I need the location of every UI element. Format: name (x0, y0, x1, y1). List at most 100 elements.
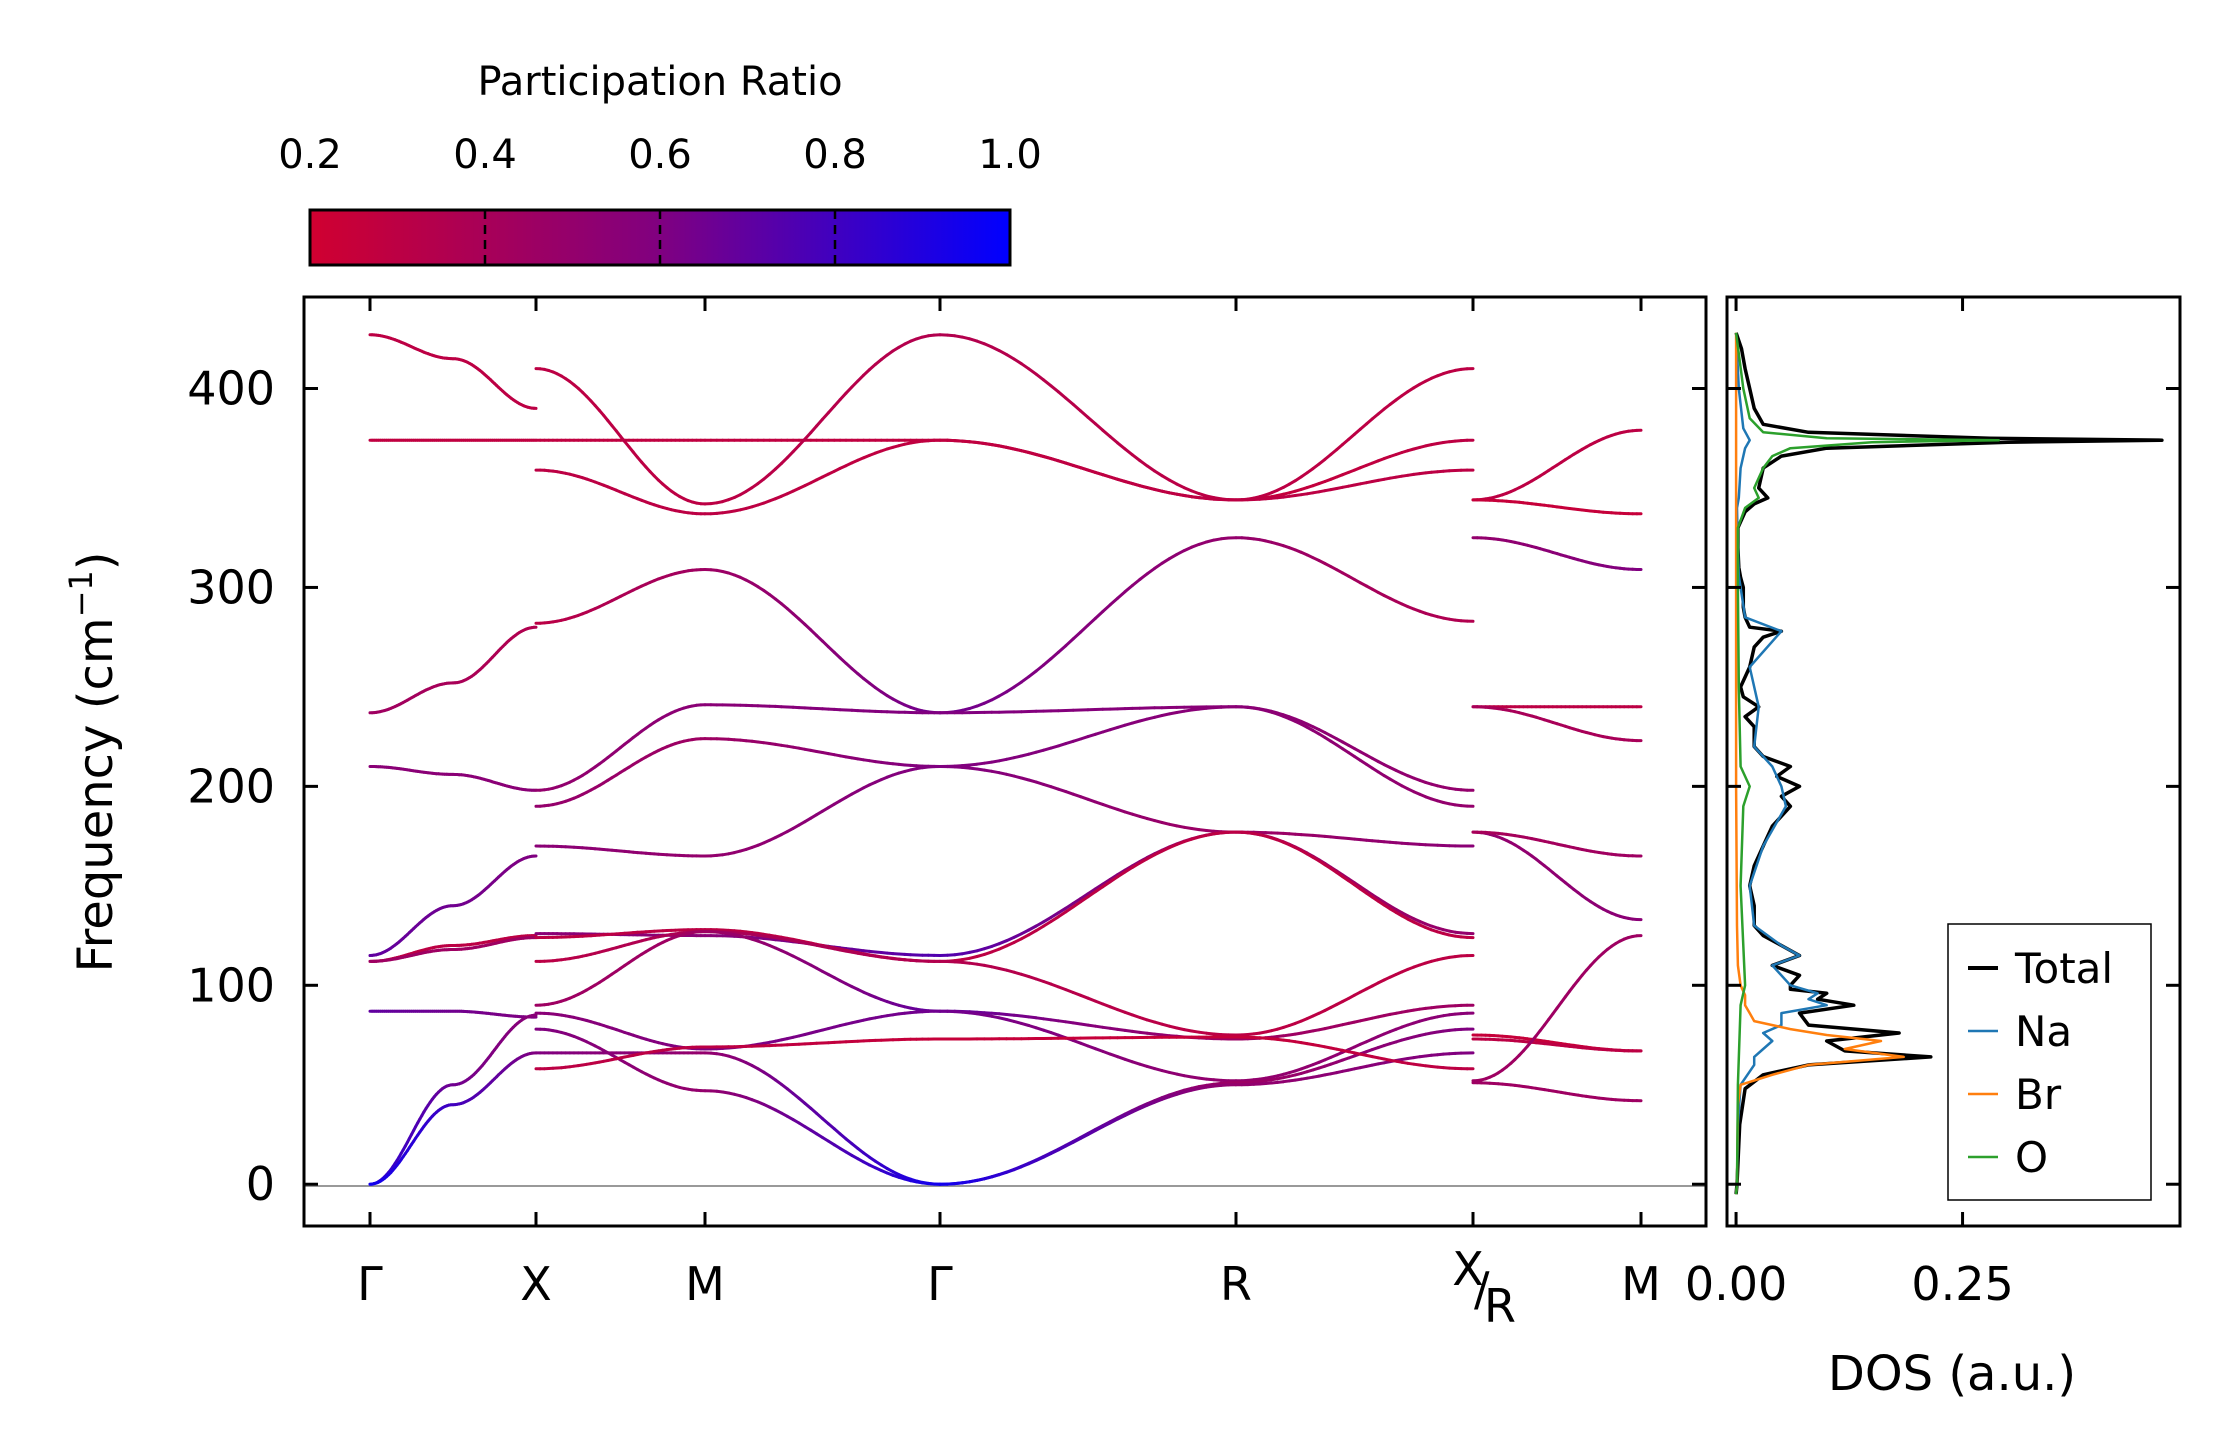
dos-panel: 0.00 0.25 DOS (a.u.) Total Na Br O (1685, 295, 2182, 1402)
band-line (368, 936, 538, 963)
band-segment (1056, 644, 1068, 654)
band-line (534, 703, 1475, 792)
legend-item: Br (1968, 1070, 2062, 1119)
x-tick-label-slash: / (1474, 1262, 1490, 1316)
band-segment (1116, 441, 1127, 451)
dos-curve-o (1734, 332, 2001, 1195)
legend-label: O (2015, 1133, 2048, 1182)
band-line (1471, 830, 1643, 858)
band-segment (1108, 435, 1120, 445)
band-segment (1049, 384, 1060, 394)
y-tick-label: 300 (187, 560, 275, 614)
band-segment (1116, 590, 1127, 600)
band-segment (1130, 578, 1142, 587)
band-segment (1042, 378, 1053, 388)
band-line (534, 705, 1475, 808)
band-line (534, 930, 1475, 1041)
band-segment (1034, 663, 1046, 673)
band-segment (1138, 459, 1149, 468)
band-segment (1019, 675, 1031, 684)
band-segment (1064, 396, 1075, 406)
band-segment (1101, 428, 1112, 439)
dos-axes-frame (1725, 295, 2182, 1228)
x-tick-label-r-part: R (1484, 1279, 1516, 1333)
band-segment (1071, 630, 1083, 641)
y-tick-label: 0 (246, 1157, 275, 1211)
colorbar-ticks: 0.2 0.4 0.6 0.8 1.0 (278, 132, 1042, 265)
legend-label: Na (2015, 1007, 2072, 1056)
band-line (534, 930, 1475, 1037)
band-segment (1064, 637, 1075, 648)
x-tick-label: R (1220, 1257, 1252, 1311)
y-axis-ticks: 0 100 200 300 400 (187, 362, 1706, 1211)
band-line (1471, 830, 1643, 922)
band-segment (1145, 566, 1157, 576)
x-tick-label-x-part: X (1452, 1242, 1484, 1296)
y-tick-label: 100 (187, 958, 275, 1012)
phonon-bands (368, 333, 1643, 1186)
band-segment (1049, 650, 1060, 661)
x-tick-label: Γ (927, 1257, 953, 1311)
band-line (1471, 705, 1643, 743)
band-line (1471, 1037, 1643, 1053)
band-line (534, 1051, 1475, 1186)
legend-label: Br (2015, 1070, 2062, 1119)
legend-item: Na (1968, 1007, 2072, 1056)
band-line (534, 765, 1475, 858)
band-line (368, 333, 538, 410)
band-line (534, 1009, 1475, 1083)
band-segment (1027, 367, 1038, 376)
x-tick-label: X (520, 1257, 552, 1311)
x-tick-label: Γ (357, 1257, 383, 1311)
colorbar-tick-label: 0.6 (628, 132, 692, 178)
band-segment (1079, 409, 1090, 419)
colorbar-tick-label: 1.0 (978, 132, 1042, 178)
band-line (1471, 428, 1643, 502)
band-segment (1034, 372, 1046, 382)
band-line (1471, 934, 1643, 1083)
band-segment (1093, 610, 1105, 620)
dos-curves (1734, 332, 2164, 1195)
legend-label: Total (2014, 944, 2113, 993)
band-line (1471, 1033, 1643, 1053)
dos-curve-na (1734, 332, 1828, 1195)
legend-items: Total Na Br O (1968, 944, 2113, 1182)
band-line (368, 765, 538, 792)
band-line (1471, 498, 1643, 516)
band-segment (1101, 603, 1112, 613)
band-segment (1093, 422, 1105, 432)
band-line (534, 536, 1475, 715)
colorbar-tick-label: 0.2 (278, 132, 342, 178)
band-segment (1086, 415, 1097, 426)
band-line (368, 854, 538, 957)
dos-x-ticks: 0.00 0.25 (1685, 297, 2014, 1311)
dos-x-tick-label: 0.25 (1911, 1257, 2013, 1311)
dos-y-ticks (1727, 387, 2180, 1186)
colorbar-tick-label: 0.8 (803, 132, 867, 178)
band-segment (1071, 402, 1083, 413)
y-tick-label: 400 (187, 362, 275, 416)
x-tick-label: M (1621, 1257, 1661, 1311)
y-tick-label: 200 (187, 759, 275, 813)
band-segment (1042, 657, 1053, 667)
band-segment (1123, 447, 1134, 457)
dos-x-axis-label: DOS (a.u.) (1828, 1346, 2076, 1402)
legend-item: Total (1968, 944, 2113, 993)
band-segment (1027, 669, 1038, 679)
band-segment (1130, 453, 1142, 462)
dos-curve-br (1734, 332, 1905, 1195)
band-line (1471, 536, 1643, 571)
band-line (368, 625, 538, 715)
y-axis-label: Frequency (cm−1) (62, 551, 124, 972)
x-tick-label-x-r: X / R (1452, 1242, 1516, 1333)
band-segment (1086, 616, 1097, 627)
dos-x-tick-label: 0.00 (1685, 1257, 1787, 1311)
band-segment (1123, 584, 1134, 594)
band-axes-frame (302, 295, 1708, 1228)
colorbar-title: Participation Ratio (477, 59, 842, 105)
band-structure-panel: 0 100 200 300 400 Γ X M Γ R M X / R Frequency (cm… (62, 295, 1708, 1333)
legend-item: O (1968, 1133, 2048, 1182)
band-line (368, 1009, 538, 1019)
